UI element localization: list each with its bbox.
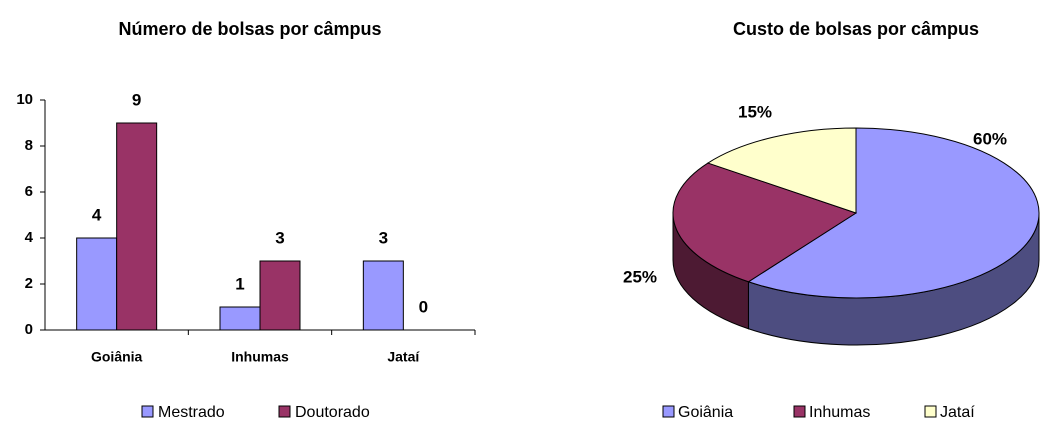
y-tick-label: 0 — [25, 321, 33, 338]
legend-swatch — [793, 405, 806, 418]
data-label: 15% — [738, 102, 772, 121]
legend-swatch — [662, 405, 675, 418]
y-tick-label: 10 — [16, 91, 33, 108]
data-label: 1 — [235, 274, 244, 293]
x-tick-label: Inhumas — [231, 349, 289, 365]
bar — [219, 306, 261, 331]
legend-label: Mestrado — [158, 404, 225, 421]
legend-swatch — [141, 405, 154, 418]
legend-swatch — [924, 405, 937, 418]
y-tick-label: 4 — [25, 229, 34, 246]
bar-chart-title: Número de bolsas por câmpus — [118, 19, 381, 39]
legend-label: Jataí — [940, 404, 975, 421]
pie-slice — [706, 127, 857, 214]
data-label: 3 — [379, 228, 388, 247]
data-label: 60% — [973, 129, 1007, 148]
x-tick-label: Jataí — [387, 349, 420, 365]
pie-slice — [747, 127, 1040, 299]
legend-label: Goiânia — [678, 404, 733, 421]
y-tick-label: 6 — [25, 183, 33, 200]
bar — [362, 260, 404, 331]
data-label: 3 — [275, 228, 284, 247]
x-tick-label: Goiânia — [91, 349, 143, 365]
data-label: 25% — [623, 267, 657, 286]
bar — [116, 122, 158, 331]
legend-swatch — [278, 405, 291, 418]
pie-chart-title: Custo de bolsas por câmpus — [733, 19, 979, 39]
y-tick-label: 2 — [25, 275, 33, 292]
legend-label: Inhumas — [809, 404, 870, 421]
legend-label: Doutorado — [295, 404, 370, 421]
bar — [259, 260, 301, 331]
pie-slice — [672, 162, 858, 283]
y-tick-label: 8 — [25, 137, 33, 154]
data-label: 0 — [419, 297, 428, 316]
data-label: 9 — [132, 90, 141, 109]
data-label: 4 — [92, 205, 102, 224]
bar — [76, 237, 118, 331]
